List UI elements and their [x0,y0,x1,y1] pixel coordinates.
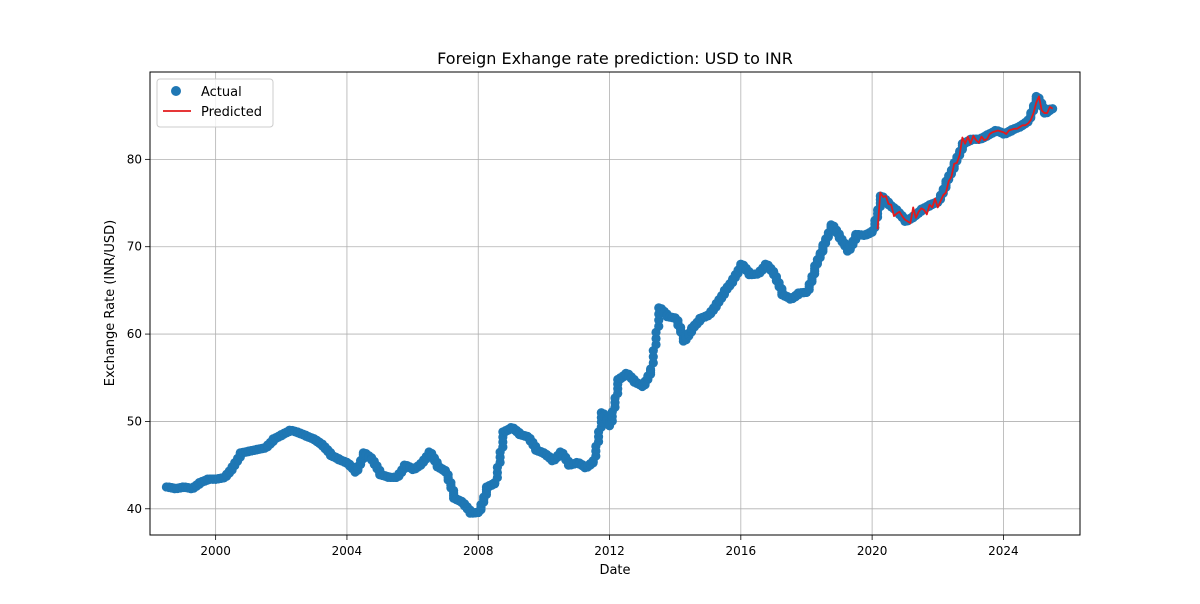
x-tick-label: 2012 [594,544,625,558]
chart-title: Foreign Exhange rate prediction: USD to … [437,49,793,68]
x-axis-ticks: 2000 2004 2008 2012 2016 2020 2024 [200,535,1019,558]
y-tick-label: 50 [127,414,142,428]
grid [150,72,1080,535]
legend-actual-label: Actual [201,85,242,100]
y-tick-label: 80 [127,152,142,166]
y-axis-ticks: 40 50 60 70 80 [127,152,150,516]
x-tick-label: 2000 [200,544,231,558]
plot-frame [149,71,1081,536]
y-tick-label: 70 [127,240,142,254]
x-tick-label: 2008 [463,544,494,558]
legend: Actual Predicted [156,78,274,128]
x-tick-label: 2020 [857,544,888,558]
x-tick-label: 2024 [988,544,1019,558]
y-axis-label: Exchange Rate (INR/USD) [103,220,118,387]
predicted-line [876,95,1054,230]
predicted-series [876,95,1054,230]
y-tick-label: 40 [127,502,142,516]
x-axis-label: Date [599,563,630,578]
y-tick-label: 60 [127,327,142,341]
legend-box [156,78,274,128]
x-tick-label: 2004 [332,544,363,558]
legend-actual-marker [171,86,181,96]
legend-predicted-label: Predicted [201,105,262,120]
x-tick-label: 2016 [726,544,757,558]
